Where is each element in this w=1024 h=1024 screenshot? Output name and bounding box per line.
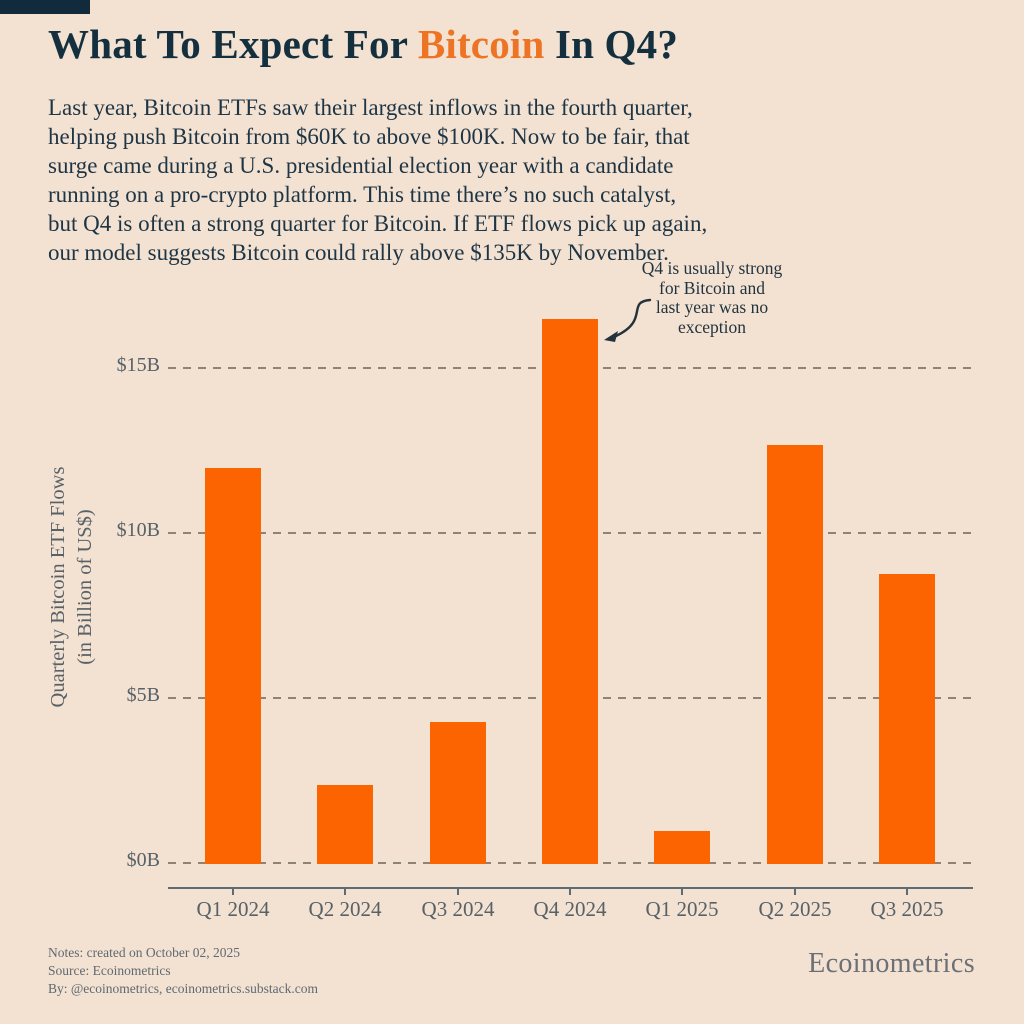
y-tick-label: $10B — [116, 519, 160, 541]
x-tick-label: Q3 2025 — [870, 897, 944, 921]
text-line: exception — [677, 316, 747, 337]
text-line: Notes: created on October 02, 2025 — [48, 945, 240, 960]
title-highlight: Bitcoin — [417, 21, 545, 67]
x-tick — [681, 887, 683, 895]
bar-Q3 2024 — [430, 722, 486, 864]
page-title: What To Expect For Bitcoin In Q4? — [48, 20, 988, 68]
y-tick-label: $0B — [126, 849, 160, 871]
y-tick-label: $15B — [116, 354, 160, 376]
x-tick — [794, 887, 796, 895]
text-line: Last year, Bitcoin ETFs saw their larges… — [48, 95, 693, 120]
text-line: last year was no — [655, 297, 769, 317]
text-line: Q4 is usually strong — [641, 258, 783, 278]
accent-bar — [0, 0, 90, 14]
text-line: but Q4 is often a strong quarter for Bit… — [48, 211, 708, 236]
x-tick-label: Q2 2024 — [308, 897, 382, 921]
text-line: By: @ecoinometrics, ecoinometrics.substa… — [48, 981, 318, 996]
chart-annotation: Q4 is usually strong for Bitcoin and last … — [603, 258, 821, 337]
x-tick-label: Q2 2025 — [758, 897, 832, 921]
y-tick-label: $5B — [126, 684, 160, 706]
text-line: helping push Bitcoin from $60K to above … — [48, 124, 690, 149]
text-line: Source: Ecoinometrics — [48, 963, 171, 978]
x-tick — [232, 887, 234, 895]
x-tick — [569, 887, 571, 895]
x-tick — [457, 887, 459, 895]
text-line: surge came during a U.S. presidential el… — [48, 153, 674, 178]
footer-notes: Notes: created on October 02, 2025 Source… — [48, 944, 548, 998]
x-tick-label: Q1 2025 — [645, 897, 719, 921]
intro-paragraph: Last year, Bitcoin ETFs saw their larges… — [48, 93, 818, 267]
text-line: for Bitcoin and — [659, 277, 765, 298]
text-line: running on a pro-crypto platform. This t… — [48, 182, 677, 207]
bar-Q4 2024 — [542, 319, 598, 864]
x-tick — [344, 887, 346, 895]
x-tick-label: Q4 2024 — [533, 897, 607, 921]
bar-Q2 2025 — [767, 445, 823, 864]
x-tick-label: Q3 2024 — [421, 897, 495, 921]
text-line: our model suggests Bitcoin could rally a… — [48, 240, 669, 265]
bar-Q1 2025 — [654, 831, 710, 864]
brand-wordmark: Ecoinometrics — [808, 948, 975, 979]
x-tick-label: Q1 2024 — [196, 897, 270, 921]
title-prefix: What To Expect For — [48, 21, 418, 67]
bar-Q3 2025 — [879, 574, 935, 864]
x-axis-line — [168, 887, 973, 889]
x-tick — [906, 887, 908, 895]
bar-Q2 2024 — [317, 785, 373, 864]
title-suffix: In Q4? — [544, 21, 679, 67]
bar-Q1 2024 — [205, 468, 261, 864]
